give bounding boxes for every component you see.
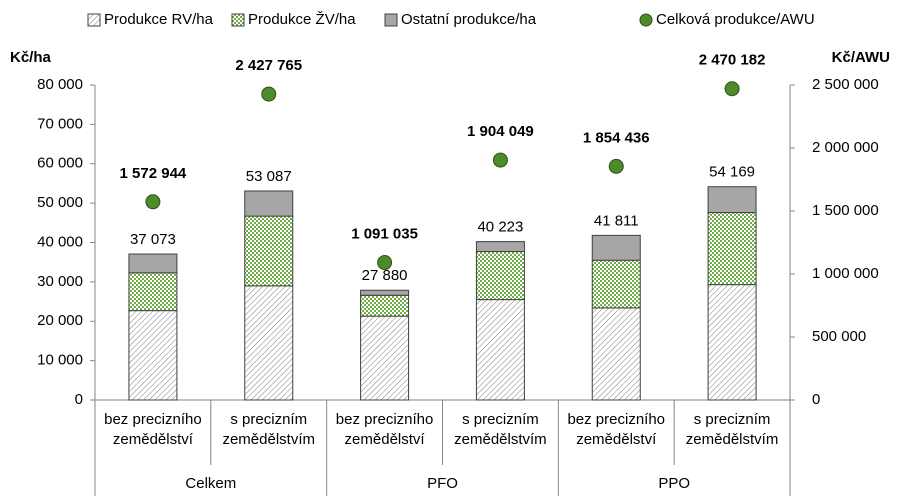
bar-segment: [707, 186, 757, 214]
total-label: 27 880: [362, 267, 408, 284]
scatter-point: [492, 152, 508, 168]
y-tick-label: 70 000: [37, 115, 83, 132]
scatter-point: [145, 194, 161, 210]
data-label: 1 904 049: [467, 123, 534, 140]
bar-segment: [591, 259, 641, 309]
y-tick-label: 30 000: [37, 273, 83, 290]
group-label: Celkem: [185, 475, 237, 492]
y-tick-label: 40 000: [37, 233, 83, 250]
scatter-point: [724, 81, 740, 97]
y2-tick-label: 1 000 000: [812, 265, 879, 282]
legend-marker: [87, 13, 101, 27]
y-tick-label: 50 000: [37, 194, 83, 211]
x-tick-label: bez precizního zemědělství: [567, 411, 666, 448]
legend-label: Celková produkce/AWU: [656, 11, 815, 28]
legend-marker: [639, 13, 653, 27]
x-tick-label: bez precizního zemědělství: [335, 411, 434, 448]
data-label: 1 854 436: [583, 129, 650, 146]
x-tick-label: s precizním zemědělstvím: [685, 411, 779, 448]
y-axis-title: Kč/ha: [10, 49, 52, 66]
bar-segment: [128, 310, 178, 401]
y-tick-label: 60 000: [37, 155, 83, 172]
bar-segment: [591, 234, 641, 261]
bar-segment: [244, 190, 294, 217]
bar-segment: [707, 284, 757, 401]
total-label: 41 811: [594, 212, 639, 229]
scatter-point: [608, 158, 624, 174]
data-label: 1 091 035: [351, 225, 418, 242]
data-label: 2 427 765: [235, 57, 302, 74]
y-tick-label: 20 000: [37, 312, 83, 329]
y2-tick-label: 0: [812, 391, 820, 408]
x-tick-label: bez precizního zemědělství: [104, 411, 202, 448]
data-label: 2 470 182: [699, 52, 766, 69]
y-tick-label: 0: [75, 391, 83, 408]
total-label: 54 169: [709, 164, 755, 181]
legend-marker: [384, 13, 398, 27]
x-tick-label: s precizním zemědělstvím: [454, 411, 547, 448]
bar-segment: [360, 315, 410, 401]
scatter-point: [261, 86, 277, 102]
x-tick-label: s precizním zemědělstvím: [222, 411, 315, 448]
bar-segment: [128, 253, 178, 274]
bar-segment: [707, 212, 757, 286]
bar-segment: [360, 289, 410, 296]
y2-axis-title: Kč/AWU: [832, 49, 890, 66]
group-label: PPO: [658, 475, 690, 492]
legend-label: Produkce ŽV/ha: [248, 11, 356, 28]
data-label: 1 572 944: [120, 165, 187, 182]
scatter-point: [377, 255, 393, 271]
y-tick-label: 10 000: [37, 352, 83, 369]
bar-segment: [360, 294, 410, 317]
bar-segment: [244, 215, 294, 287]
group-label: PFO: [427, 475, 458, 492]
legend-marker: [231, 13, 245, 27]
y2-tick-label: 2 500 000: [812, 76, 879, 93]
total-label: 40 223: [477, 219, 523, 236]
y2-tick-label: 1 500 000: [812, 202, 879, 219]
bar-segment: [244, 285, 294, 401]
bar-segment: [591, 307, 641, 401]
y-tick-label: 80 000: [37, 76, 83, 93]
bar-segment: [475, 299, 525, 401]
legend-label: Produkce RV/ha: [104, 11, 214, 28]
bar-segment: [128, 272, 178, 312]
bar-segment: [475, 241, 525, 253]
bar-segment: [475, 251, 525, 301]
y2-tick-label: 2 000 000: [812, 139, 879, 156]
legend-label: Ostatní produkce/ha: [401, 11, 537, 28]
total-label: 53 087: [246, 168, 292, 185]
total-label: 37 073: [130, 231, 176, 248]
y2-tick-label: 500 000: [812, 328, 866, 345]
